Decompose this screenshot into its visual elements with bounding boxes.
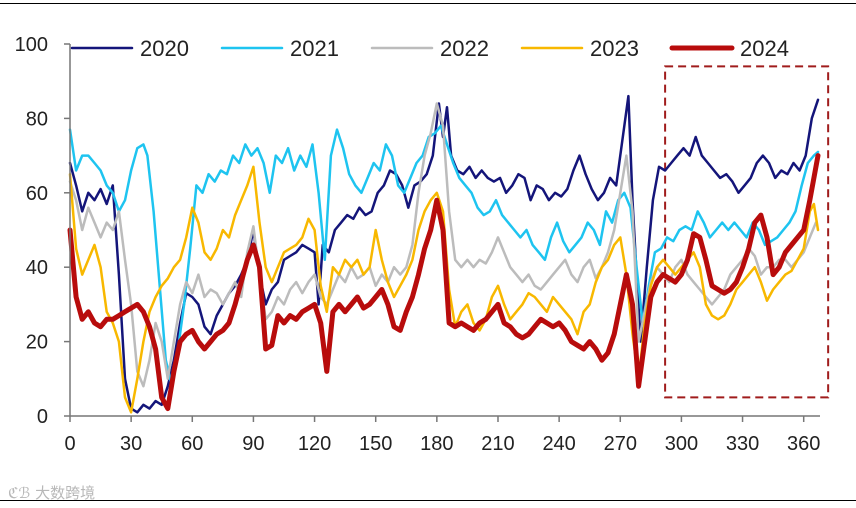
x-tick-label: 360 (787, 433, 820, 455)
x-tick-label: 330 (726, 433, 759, 455)
x-tick-label: 210 (481, 433, 514, 455)
legend-label-2022: 2022 (440, 36, 489, 61)
x-tick-label: 30 (120, 433, 142, 455)
series-line-2024 (67, 153, 821, 412)
x-tick-label: 240 (542, 433, 575, 455)
bottom-border (0, 500, 856, 501)
plot-area (664, 65, 830, 399)
highlight-box (664, 65, 830, 399)
legend-label-2020: 2020 (140, 36, 189, 61)
series-line-2020 (68, 94, 820, 414)
x-tick-label: 90 (242, 433, 264, 455)
legend-label-2023: 2023 (590, 36, 639, 61)
axes: 0 20 40 60 80 100 0 30 60 90 120 150 180 210 240 270 300… (15, 34, 821, 455)
y-tick-label: 60 (26, 183, 48, 205)
series-group (67, 94, 821, 414)
x-tick-label: 0 (64, 433, 75, 455)
legend: 2020 2021 2022 2023 2024 (70, 36, 789, 61)
legend-label-2024: 2024 (740, 36, 789, 61)
series-line-2023 (68, 165, 820, 414)
legend-label-2021: 2021 (290, 36, 339, 61)
y-tick-label: 20 (26, 332, 48, 354)
x-tick-label: 60 (181, 433, 203, 455)
y-tick-label: 0 (37, 406, 48, 428)
x-tick-label: 120 (298, 433, 331, 455)
y-tick-label: 100 (15, 34, 48, 56)
series-line-2022 (68, 102, 818, 388)
y-tick-label: 40 (26, 257, 48, 279)
x-tick-label: 270 (604, 433, 637, 455)
x-tick-label: 180 (420, 433, 453, 455)
top-border (0, 3, 856, 4)
watermark-logo: ℭℬ 大数跨境 (8, 484, 96, 502)
y-tick-label: 80 (26, 108, 48, 130)
x-tick-label: 150 (359, 433, 392, 455)
x-tick-label: 300 (665, 433, 698, 455)
